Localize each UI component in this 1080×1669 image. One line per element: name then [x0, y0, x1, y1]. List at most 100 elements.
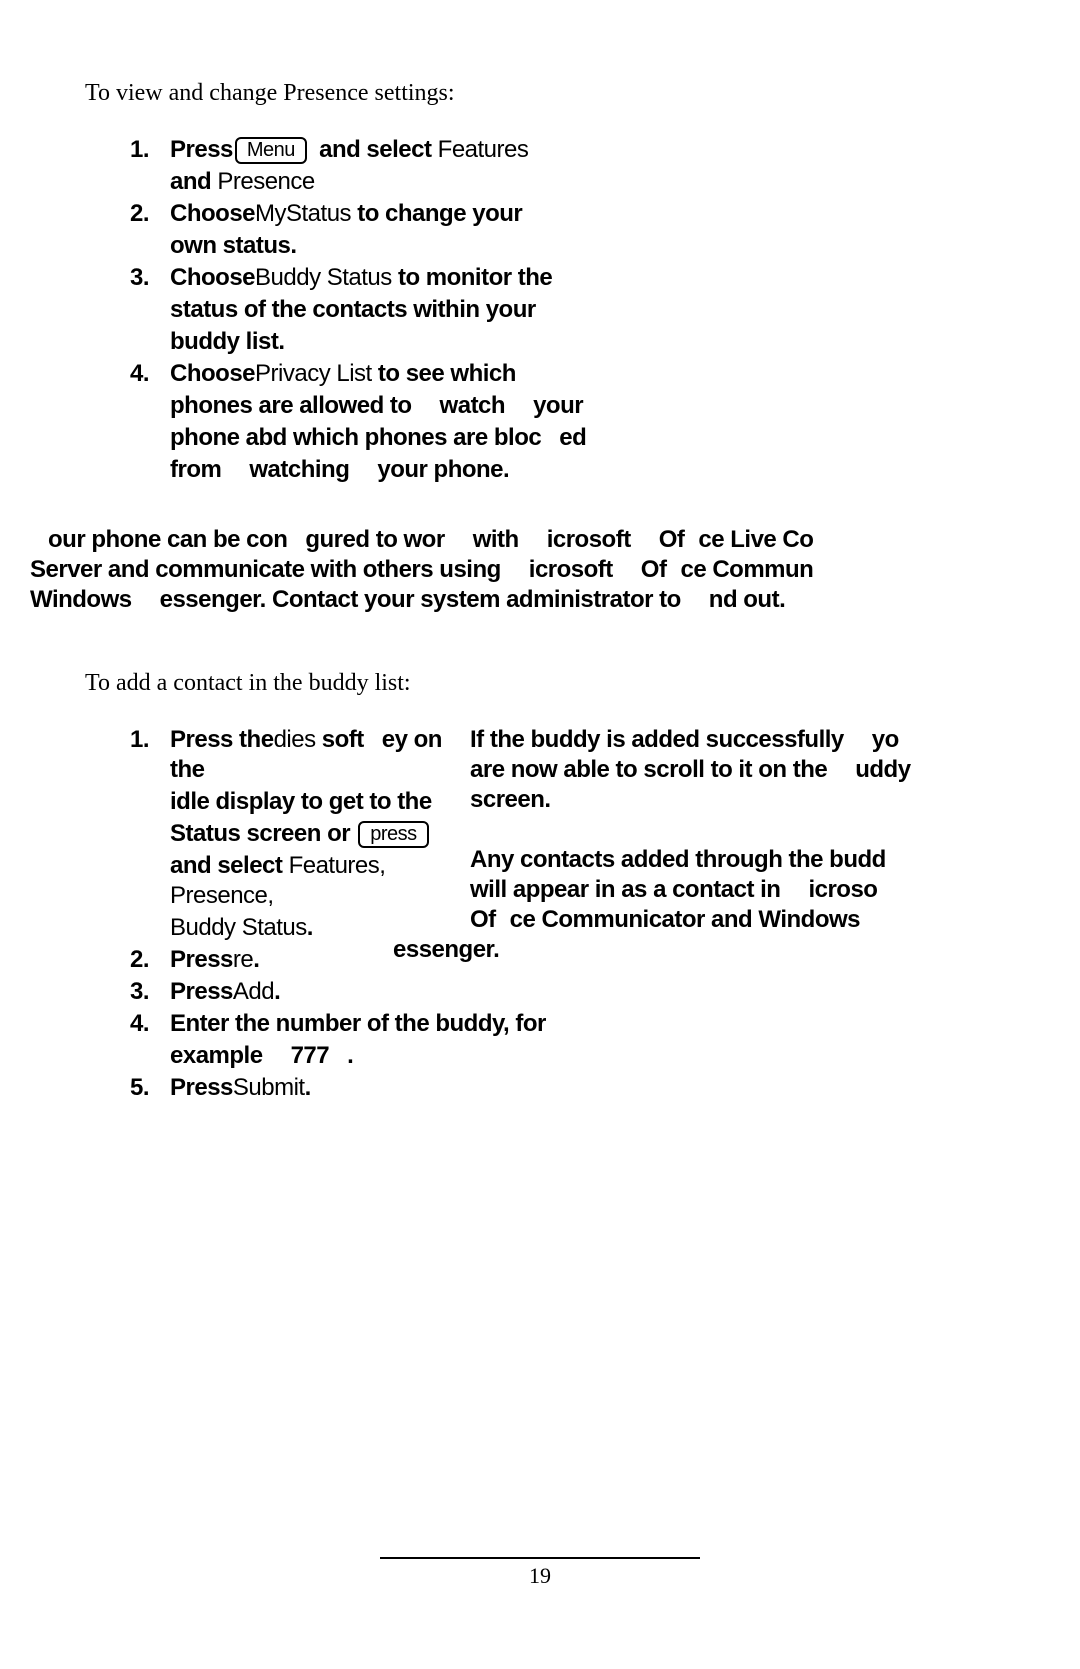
step-number: 2.: [130, 199, 149, 229]
note-line3: Windowsessenger. Contact your system adm…: [30, 585, 1080, 615]
text: icrosoft: [529, 556, 613, 583]
text: ce Communicator and Windows: [510, 906, 860, 933]
text: watch: [440, 392, 506, 419]
text: phone abd which phones are bloc: [170, 424, 541, 451]
text: icrosoft: [547, 526, 631, 553]
text: and: [170, 168, 211, 195]
step-5: 5. PressSubmit.: [130, 1073, 470, 1103]
step-number: 3.: [130, 977, 149, 1007]
text: idle display to get to the: [170, 788, 432, 815]
text: Of: [659, 526, 685, 553]
footer-rule: [380, 1557, 700, 1559]
text: Windows: [30, 586, 132, 613]
text: screen.: [470, 786, 551, 813]
step-number: 3.: [130, 263, 149, 293]
text: watching: [249, 456, 349, 483]
step-4-cont3: from watching your phone.: [130, 455, 995, 485]
text: Submit: [233, 1074, 305, 1101]
right-line3: screen.: [470, 785, 1080, 815]
step-1: 1. Press thedies softey on the: [130, 725, 470, 785]
text: nd out.: [709, 586, 785, 613]
text: from: [170, 456, 221, 483]
text: .: [347, 1042, 353, 1069]
text: example: [170, 1042, 263, 1069]
step-number: 2.: [130, 945, 149, 975]
step-number: 5.: [130, 1073, 149, 1103]
intro-add-contact: To add a contact in the buddy list:: [85, 670, 995, 697]
text: 777: [291, 1042, 330, 1069]
note-line2: Server and communicate with others using…: [30, 555, 1080, 585]
step-1-cont: and Presence: [130, 167, 995, 197]
page-number: 19: [0, 1563, 1080, 1589]
right-line5: will appear in as a contact inicroso: [470, 875, 1080, 905]
text: Press: [170, 1074, 233, 1101]
text: our phone can be con: [48, 526, 287, 553]
text: Of: [641, 556, 667, 583]
text: re: [233, 946, 253, 973]
text: to change your: [357, 200, 522, 227]
note-line1: our phone can be congured to worwithicro…: [30, 525, 1080, 555]
right-line6: Of ce Communicator and Windows: [470, 905, 1080, 935]
press-button[interactable]: press: [358, 821, 428, 848]
text: Buddy Status: [170, 914, 307, 941]
text: If the buddy is added successfully: [470, 726, 844, 753]
text: essenger.: [393, 936, 499, 963]
step-4-cont2: phone abd which phones are bloc ed: [130, 423, 995, 453]
right-line7: essenger.: [365, 935, 1080, 965]
text: your: [533, 392, 583, 419]
text: and select: [170, 852, 282, 879]
text: status of the contacts within your: [170, 296, 536, 323]
right-line2: are now able to scroll to it on the uddy: [470, 755, 1080, 785]
text: .: [305, 1074, 311, 1101]
step-3-cont: status of the contacts within your: [130, 295, 995, 325]
note-paragraph: our phone can be congured to worwithicro…: [30, 525, 1080, 615]
right-line1: If the buddy is added successfully yo: [470, 725, 1080, 755]
step-1-cont3: and select Features, Presence,: [130, 851, 470, 911]
two-column-area: 1. Press thedies softey on the idle disp…: [130, 725, 995, 985]
text: Enter the number of the buddy, for: [170, 1010, 546, 1037]
text: will appear in as a contact in: [470, 876, 780, 903]
text: phones are allowed to: [170, 392, 412, 419]
text: uddy: [855, 756, 910, 783]
text: soft: [322, 726, 364, 753]
text: your phone.: [377, 456, 509, 483]
step-4-cont: example 777.: [130, 1041, 470, 1071]
step-3-cont2: buddy list.: [130, 327, 995, 357]
step-3: 3. ChooseBuddy Status to monitor the: [130, 263, 995, 293]
text: dies: [274, 726, 316, 753]
buddy-status-label: Buddy Status: [255, 264, 392, 291]
step-3: 3. PressAdd.: [130, 977, 470, 1007]
text: ce Live Co: [698, 526, 813, 553]
menu-button[interactable]: Menu: [235, 137, 307, 164]
step-1-cont2: Status screen or press: [130, 819, 470, 849]
text: are now able to scroll to it on the: [470, 756, 827, 783]
text: to monitor the: [398, 264, 552, 291]
step-2-cont: own status.: [130, 231, 995, 261]
text: ce Commun: [680, 556, 813, 583]
text: Add: [233, 978, 274, 1005]
text: Choose: [170, 264, 255, 291]
text: buddy list.: [170, 328, 285, 355]
text: .: [253, 946, 259, 973]
left-column: 1. Press thedies softey on the idle disp…: [130, 725, 470, 1105]
intro-view-change: To view and change Presence settings:: [85, 80, 995, 107]
privacy-list-label: Privacy List: [255, 360, 372, 387]
text: .: [307, 914, 313, 941]
steps-presence: 1. PressMenu and select Features and Pre…: [130, 135, 995, 485]
text: yo: [872, 726, 899, 753]
page: To view and change Presence settings: 1.…: [0, 0, 1080, 1669]
right-column: If the buddy is added successfully yo are…: [470, 725, 1080, 965]
step-number: 1.: [130, 135, 149, 165]
text: .: [274, 978, 280, 1005]
step-number: 1.: [130, 725, 149, 755]
step-1-cont: idle display to get to the: [130, 787, 470, 817]
step-number: 4.: [130, 1009, 149, 1039]
features-label: Features: [438, 136, 529, 163]
text: with: [473, 526, 519, 553]
text: ed: [559, 424, 586, 451]
presence-label: Presence: [217, 168, 314, 195]
mystatus-label: MyStatus: [255, 200, 351, 227]
text: Any contacts added through the budd: [470, 846, 886, 873]
text: Of: [470, 906, 496, 933]
text: Server and communicate with others using: [30, 556, 501, 583]
